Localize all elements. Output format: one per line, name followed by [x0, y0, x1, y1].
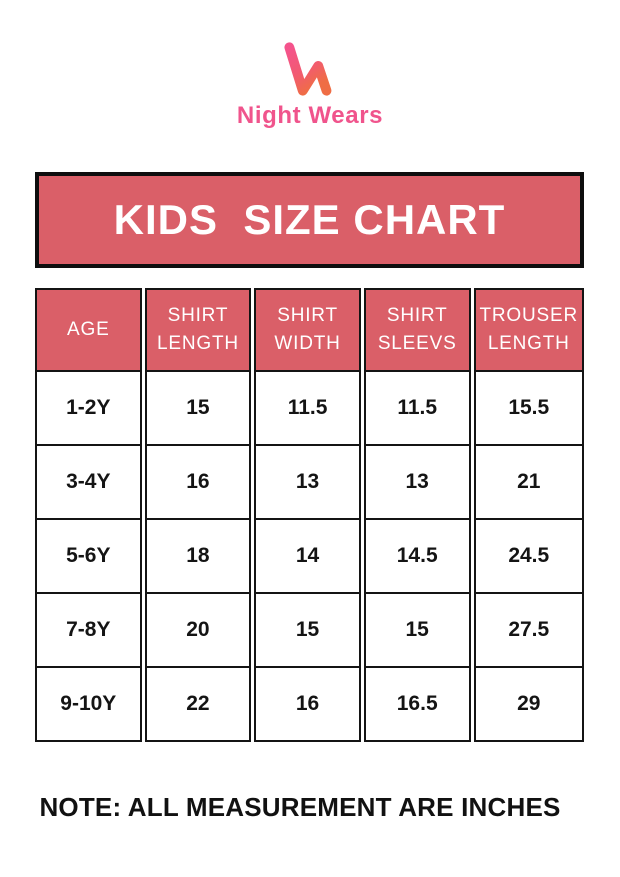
table-cell: 13: [365, 444, 469, 518]
brand-name: Night Wears: [236, 102, 384, 129]
table-cell: 15: [146, 370, 250, 444]
table-column-age: AGE 1-2Y 3-4Y 5-6Y 7-8Y 9-10Y: [35, 288, 142, 742]
title-banner: KIDS SIZE CHART: [35, 172, 584, 268]
table-cell: 16: [146, 444, 250, 518]
table-cell: 27.5: [475, 592, 582, 666]
table-cell: 24.5: [475, 518, 582, 592]
table-cell: 14: [256, 518, 359, 592]
measurement-note: NOTE: ALL MEASUREMENT ARE INCHES: [39, 792, 561, 822]
table-cell: 11.5: [256, 370, 359, 444]
column-header-shirt-sleeves: SHIRT SLEEVS: [365, 290, 469, 370]
table-cell: 15: [256, 592, 359, 666]
table-cell: 14.5: [365, 518, 469, 592]
column-header-trouser-length: TROUSER LENGTH: [475, 290, 582, 370]
table-cell: 7-8Y: [37, 592, 140, 666]
table-cell: 11.5: [365, 370, 469, 444]
table-cell: 5-6Y: [37, 518, 140, 592]
table-cell: 20: [146, 592, 250, 666]
table-cell: 18: [146, 518, 250, 592]
column-header-shirt-width: SHIRT WIDTH: [256, 290, 359, 370]
table-cell: 21: [475, 444, 582, 518]
page-title: KIDS SIZE CHART: [113, 196, 506, 243]
table-cell: 1-2Y: [37, 370, 140, 444]
table-cell: 9-10Y: [37, 666, 140, 740]
brand-header: Night Wears: [0, 40, 620, 130]
table-cell: 3-4Y: [37, 444, 140, 518]
table-column-shirt-length: SHIRT LENGTH 15 16 18 20 22: [144, 288, 252, 742]
table-cell: 15: [365, 592, 469, 666]
nw-monogram-icon: [284, 42, 337, 97]
table-cell: 22: [146, 666, 250, 740]
table-column-trouser-length: TROUSER LENGTH 15.5 21 24.5 27.5 29: [473, 288, 584, 742]
table-cell: 29: [475, 666, 582, 740]
table-cell: 16.5: [365, 666, 469, 740]
size-table: AGE 1-2Y 3-4Y 5-6Y 7-8Y 9-10Y SHIRT LENG…: [35, 288, 584, 742]
column-header-shirt-length: SHIRT LENGTH: [146, 290, 250, 370]
column-header-age: AGE: [37, 290, 140, 370]
table-column-shirt-sleeves: SHIRT SLEEVS 11.5 13 14.5 15 16.5: [363, 288, 471, 742]
table-column-shirt-width: SHIRT WIDTH 11.5 13 14 15 16: [254, 288, 361, 742]
table-cell: 15.5: [475, 370, 582, 444]
table-cell: 16: [256, 666, 359, 740]
table-cell: 13: [256, 444, 359, 518]
